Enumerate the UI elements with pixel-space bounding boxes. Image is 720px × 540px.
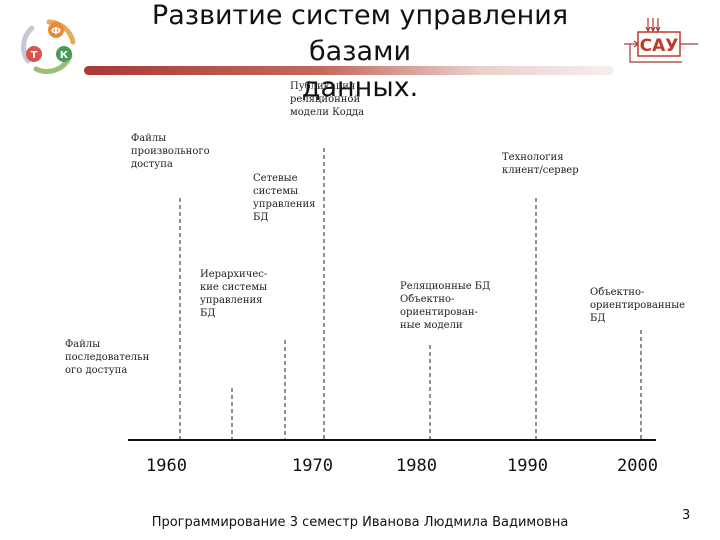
title-line-1: Развитие систем управления базами <box>151 0 569 67</box>
sau-logo-icon: САУ <box>624 18 698 63</box>
timeline-markers <box>179 148 642 440</box>
year-1980: 1980 <box>396 456 437 476</box>
sau-logo-text: САУ <box>640 36 679 56</box>
year-1990: 1990 <box>507 456 548 476</box>
title-line-2: данных. <box>301 72 419 103</box>
title-underline-bar <box>84 66 614 75</box>
page-number: 3 <box>682 508 691 523</box>
slide-footer: Программирование 3 семестр Иванова Людми… <box>151 515 569 530</box>
slide-title: Развитие систем управления базами данных… <box>100 0 620 106</box>
logo-letter-f: Ф <box>51 26 61 37</box>
year-2000: 2000 <box>617 456 658 476</box>
year-1960: 1960 <box>146 456 187 476</box>
label-relational-db: Реляционные БД Объектно- ориентирован- н… <box>400 281 491 331</box>
label-random-access-files: Файлы произвольного доступа <box>131 133 210 170</box>
label-sequential-files: Файлы последовательн ого доступа <box>65 339 150 376</box>
label-hierarchical-dbms: Иерархичес- кие системы управления БД <box>200 269 268 319</box>
logo-letter-t: Т <box>31 50 38 61</box>
label-client-server: Технология клиент/сервер <box>502 152 579 176</box>
label-codd-publication: Публикация реляционной модели Кодда <box>290 81 365 118</box>
ftk-logo-icon: Ф Т К <box>21 19 76 74</box>
logo-letter-k: К <box>60 50 69 61</box>
year-1970: 1970 <box>292 456 333 476</box>
label-network-dbms: Сетевые системы управления БД <box>253 173 316 223</box>
label-object-oriented-db: Объектно- ориентированные БД <box>590 287 686 324</box>
